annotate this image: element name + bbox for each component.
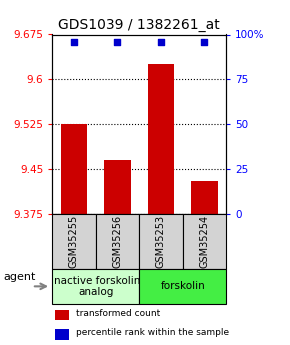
Bar [55, 329, 69, 339]
Bar [61, 124, 87, 214]
Text: GSM35255: GSM35255 [69, 215, 79, 268]
Text: GSM35253: GSM35253 [156, 215, 166, 268]
Title: GDS1039 / 1382261_at: GDS1039 / 1382261_at [58, 18, 220, 32]
FancyBboxPatch shape [139, 269, 226, 304]
Bar [55, 310, 69, 320]
FancyBboxPatch shape [52, 214, 96, 269]
Text: GSM35254: GSM35254 [200, 215, 209, 268]
FancyBboxPatch shape [96, 214, 139, 269]
FancyBboxPatch shape [52, 269, 139, 304]
Text: percentile rank within the sample: percentile rank within the sample [76, 328, 229, 337]
Point [159, 39, 163, 45]
Text: inactive forskolin
analog: inactive forskolin analog [51, 276, 140, 297]
Point [202, 39, 207, 45]
Point [72, 39, 76, 45]
Text: GSM35256: GSM35256 [113, 215, 122, 268]
FancyBboxPatch shape [183, 214, 226, 269]
FancyBboxPatch shape [139, 214, 183, 269]
Bar [191, 181, 218, 214]
Text: transformed count: transformed count [76, 309, 160, 318]
Bar [104, 160, 130, 214]
Text: agent: agent [3, 272, 35, 282]
Bar [148, 65, 174, 214]
Point [115, 39, 120, 45]
Text: forskolin: forskolin [160, 282, 205, 291]
